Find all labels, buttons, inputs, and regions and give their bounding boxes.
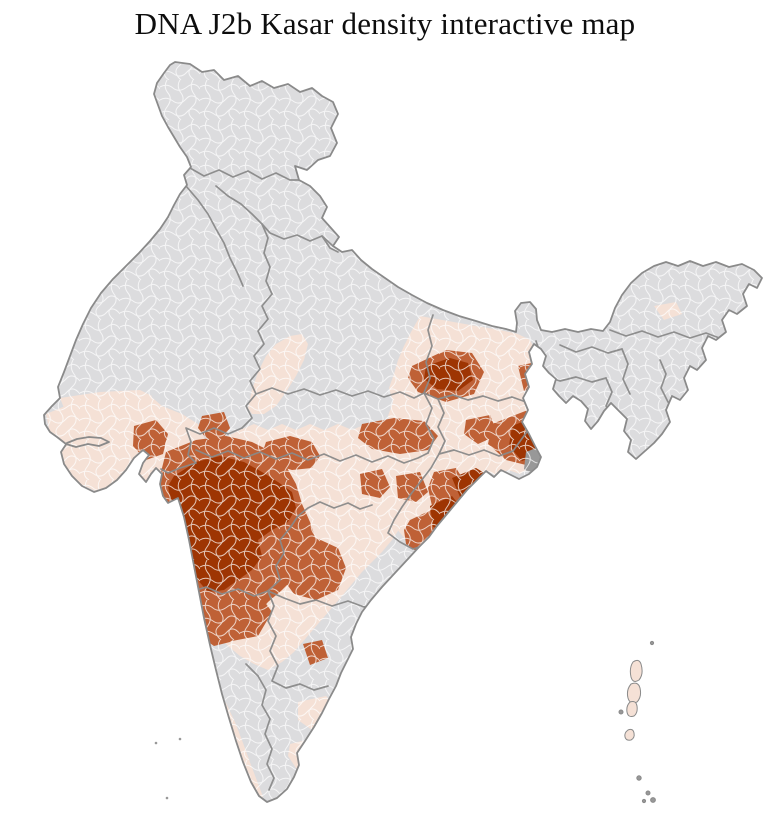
state-borders	[160, 167, 753, 791]
region-tamilnadu-low-3[interactable]	[318, 770, 340, 794]
page-title: DNA J2b Kasar density interactive map	[134, 6, 636, 41]
region-ap-coast-medium[interactable]	[420, 536, 480, 578]
andaman-nicobar-islands[interactable]	[618, 640, 656, 804]
lakshadweep-islands[interactable]	[154, 737, 182, 800]
